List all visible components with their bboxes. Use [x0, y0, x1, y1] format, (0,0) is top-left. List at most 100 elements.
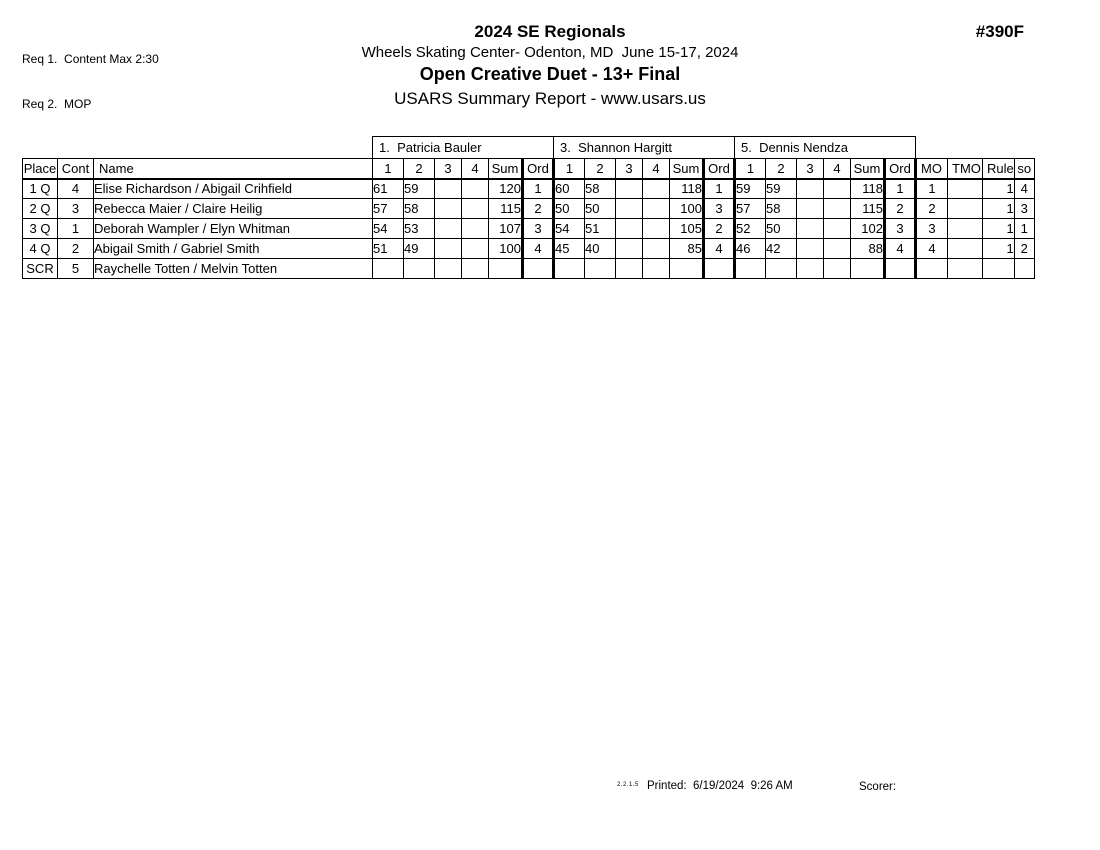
judge3-ord-cell: 3: [883, 218, 917, 239]
cont-header: Cont: [57, 158, 94, 180]
judge2-ord-cell: [702, 258, 736, 279]
judge1-score2-cell: 59: [403, 178, 435, 199]
tmo-header: TMO: [947, 158, 983, 180]
judge1-score3-cell: [434, 258, 462, 279]
judge3-score4-cell: [823, 258, 851, 279]
judge1-score3-header: 3: [434, 158, 462, 180]
judge2-score4-cell: [642, 198, 670, 219]
judge3-ord-cell: [883, 258, 917, 279]
judge-row-spacer-right: [916, 137, 1035, 159]
place-cell: 4 Q: [22, 238, 58, 259]
judge3-score2-header: 2: [765, 158, 797, 180]
judge2-score4-cell: [642, 218, 670, 239]
mo-cell: 3: [915, 218, 948, 239]
rule-header: Rule: [982, 158, 1015, 180]
judge2-score1-cell: [553, 258, 585, 279]
judge3-score2-cell: 42: [765, 238, 797, 259]
judge3-sum-cell: [850, 258, 885, 279]
judge1-ord-cell: 2: [521, 198, 555, 219]
judge1-score4-cell: [461, 258, 489, 279]
judge3-score2-cell: 59: [765, 178, 797, 199]
judge1-score2-cell: 53: [403, 218, 435, 239]
tmo-cell: [947, 198, 983, 219]
judge1-score2-cell: 49: [403, 238, 435, 259]
judge2-sum-cell: 118: [669, 178, 704, 199]
judge1-sum-cell: 120: [488, 178, 523, 199]
judge2-score2-cell: [584, 258, 616, 279]
judge2-score2-header: 2: [584, 158, 616, 180]
tmo-cell: [947, 178, 983, 199]
judge2-ord-cell: 2: [702, 218, 736, 239]
judge2-sum-cell: [669, 258, 704, 279]
judge2-ord-header: Ord: [702, 158, 736, 180]
judge2-score2-cell: 58: [584, 178, 616, 199]
so-header: so: [1013, 158, 1035, 180]
tmo-cell: [947, 238, 983, 259]
judge1-score4-cell: [461, 198, 489, 219]
judge3-score2-cell: [765, 258, 797, 279]
cont-cell: 1: [57, 218, 94, 239]
cont-cell: 5: [57, 258, 94, 279]
judge1-sum-cell: 115: [488, 198, 523, 219]
rule-cell: 1: [982, 198, 1015, 219]
judge2-sum-header: Sum: [669, 158, 704, 180]
scorer-label: Scorer:: [859, 781, 897, 793]
judge3-score3-cell: [796, 238, 824, 259]
rule-cell: 1: [982, 218, 1015, 239]
mo-cell: [915, 258, 948, 279]
judge1-score1-cell: 51: [372, 238, 404, 259]
judge3-score4-header: 4: [823, 158, 851, 180]
cont-cell: 2: [57, 238, 94, 259]
judge2-score4-cell: [642, 258, 670, 279]
event-number: #390F: [975, 22, 1024, 41]
judge3-score2-cell: 50: [765, 218, 797, 239]
judge1-score3-cell: [434, 218, 462, 239]
place-cell: 1 Q: [22, 178, 58, 199]
report-type-line: USARS Summary Report - www.usars.us: [394, 89, 706, 108]
cont-cell: 3: [57, 198, 94, 219]
judge3-sum-cell: 118: [850, 178, 885, 199]
judge1-sum-cell: [488, 258, 523, 279]
rule-cell: 1: [982, 238, 1015, 259]
judge2-ord-cell: 1: [702, 178, 736, 199]
judge1-score4-header: 4: [461, 158, 489, 180]
judge2-score1-cell: 60: [553, 178, 585, 199]
judge2-score3-cell: [615, 238, 643, 259]
judge3-ord-cell: 1: [883, 178, 917, 199]
rule-cell: [982, 258, 1015, 279]
judge2-sum-cell: 100: [669, 198, 704, 219]
event-title: Open Creative Duet - 13+ Final: [419, 64, 681, 84]
venue-line: Wheels Skating Center- Odenton, MD June …: [361, 44, 739, 61]
judge3-score1-cell: 57: [734, 198, 766, 219]
so-cell: [1013, 258, 1035, 279]
judge2-score4-cell: [642, 178, 670, 199]
tmo-cell: [947, 218, 983, 239]
judge1-sum-cell: 107: [488, 218, 523, 239]
judge1-ord-cell: 1: [521, 178, 555, 199]
judge2-score3-cell: [615, 178, 643, 199]
judge1-ord-cell: [521, 258, 555, 279]
table-row: 1 Q 4 Elise Richardson / Abigail Crihfield…: [22, 178, 1035, 199]
judge3-ord-header: Ord: [883, 158, 917, 180]
mo-cell: 4: [915, 238, 948, 259]
judge3-score3-cell: [796, 198, 824, 219]
req-line-2: Req 2. MOP: [22, 97, 92, 111]
judge1-score4-cell: [461, 238, 489, 259]
judge3-score3-cell: [796, 218, 824, 239]
judge3-ord-cell: 2: [883, 198, 917, 219]
judge3-score1-cell: 59: [734, 178, 766, 199]
judge3-sum-header: Sum: [850, 158, 885, 180]
table-row: 4 Q 2 Abigail Smith / Gabriel Smith 51 49 100…: [22, 238, 1035, 259]
table-row: 2 Q 3 Rebecca Maier / Claire Heilig 57 58 115…: [22, 198, 1035, 219]
table-row: 3 Q 1 Deborah Wampler / Elyn Whitman 54 53 10…: [22, 218, 1035, 239]
judge1-score1-cell: 61: [372, 178, 404, 199]
judge2-score1-header: 1: [553, 158, 585, 180]
judge3-sum-cell: 102: [850, 218, 885, 239]
judge3-ord-cell: 4: [883, 238, 917, 259]
printed-stamp: Printed: 6/19/2024 9:26 AM: [647, 780, 793, 792]
name-cell: Rebecca Maier / Claire Heilig: [93, 198, 373, 219]
judge2-sum-cell: 85: [669, 238, 704, 259]
tmo-cell: [947, 258, 983, 279]
place-cell: 2 Q: [22, 198, 58, 219]
judge3-score1-cell: 46: [734, 238, 766, 259]
